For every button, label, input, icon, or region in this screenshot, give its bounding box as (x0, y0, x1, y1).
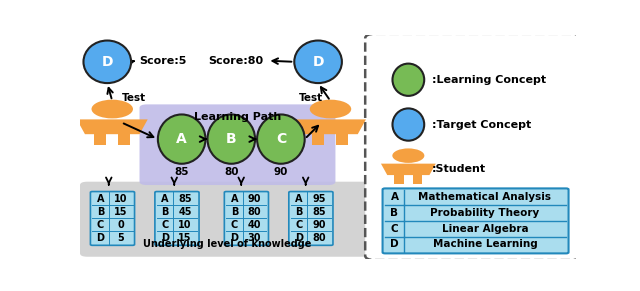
Text: D: D (97, 233, 104, 243)
Text: A: A (390, 192, 399, 202)
Text: Test: Test (299, 93, 323, 103)
Text: B: B (226, 132, 237, 146)
FancyBboxPatch shape (90, 191, 134, 245)
Text: 80: 80 (248, 207, 261, 217)
Polygon shape (381, 164, 436, 175)
Polygon shape (94, 134, 106, 145)
Text: C: C (97, 220, 104, 230)
Circle shape (92, 100, 133, 118)
Text: Probability Theory: Probability Theory (430, 208, 540, 218)
Polygon shape (394, 175, 404, 184)
FancyBboxPatch shape (155, 191, 199, 245)
Text: 45: 45 (179, 207, 192, 217)
Text: 40: 40 (248, 220, 261, 230)
Text: C: C (295, 220, 303, 230)
Text: 10: 10 (179, 220, 192, 230)
Text: A: A (295, 194, 303, 204)
Text: 10: 10 (114, 194, 127, 204)
Text: A: A (97, 194, 104, 204)
Text: Score:80: Score:80 (209, 56, 264, 66)
Text: D: D (295, 233, 303, 243)
Text: 90: 90 (312, 220, 326, 230)
Polygon shape (312, 134, 324, 145)
Text: 85: 85 (175, 167, 189, 177)
Text: A: A (231, 194, 238, 204)
Circle shape (310, 100, 351, 118)
Text: B: B (231, 207, 238, 217)
Polygon shape (413, 175, 422, 184)
Text: Mathematical Analysis: Mathematical Analysis (419, 192, 552, 202)
Text: C: C (276, 132, 286, 146)
FancyBboxPatch shape (80, 182, 375, 257)
Polygon shape (118, 134, 131, 145)
Text: Test: Test (122, 93, 147, 103)
Text: 85: 85 (312, 207, 326, 217)
Text: 15: 15 (114, 207, 127, 217)
Text: A: A (161, 194, 169, 204)
Text: B: B (97, 207, 104, 217)
Text: 0: 0 (117, 220, 124, 230)
Text: D: D (312, 55, 324, 69)
Text: D: D (230, 233, 239, 243)
Text: 30: 30 (248, 233, 261, 243)
FancyBboxPatch shape (289, 191, 333, 245)
Text: B: B (295, 207, 303, 217)
FancyBboxPatch shape (383, 188, 568, 253)
Text: 80: 80 (312, 233, 326, 243)
Polygon shape (337, 134, 349, 145)
Text: Score:5: Score:5 (140, 56, 187, 66)
Text: C: C (161, 220, 169, 230)
Ellipse shape (158, 114, 205, 164)
Text: :Target Concept: :Target Concept (432, 120, 531, 129)
Text: Linear Algebra: Linear Algebra (442, 224, 528, 234)
Ellipse shape (392, 64, 424, 96)
Text: 90: 90 (274, 167, 288, 177)
Text: 5: 5 (117, 233, 124, 243)
Text: :Learning Concept: :Learning Concept (432, 75, 547, 85)
Text: A: A (176, 132, 187, 146)
Text: Machine Learning: Machine Learning (433, 239, 538, 249)
Circle shape (392, 148, 424, 163)
Text: C: C (390, 224, 398, 234)
Text: Learning Path: Learning Path (194, 112, 281, 122)
Text: 85: 85 (179, 194, 192, 204)
FancyBboxPatch shape (225, 191, 269, 245)
Text: Underlying level of knowledge: Underlying level of knowledge (143, 239, 312, 249)
Ellipse shape (257, 114, 305, 164)
Polygon shape (77, 119, 148, 134)
Text: 90: 90 (248, 194, 261, 204)
Text: C: C (231, 220, 238, 230)
Ellipse shape (392, 109, 424, 141)
Text: B: B (390, 208, 399, 218)
Text: D: D (102, 55, 113, 69)
Polygon shape (295, 119, 366, 134)
Ellipse shape (294, 40, 342, 83)
Text: B: B (161, 207, 169, 217)
Ellipse shape (83, 40, 131, 83)
Text: 80: 80 (224, 167, 239, 177)
FancyBboxPatch shape (365, 34, 581, 260)
FancyBboxPatch shape (140, 104, 335, 185)
Text: 95: 95 (312, 194, 326, 204)
Text: D: D (390, 239, 399, 249)
Text: :Student: :Student (432, 164, 486, 174)
Text: 15: 15 (179, 233, 192, 243)
Text: D: D (161, 233, 169, 243)
Ellipse shape (207, 114, 255, 164)
